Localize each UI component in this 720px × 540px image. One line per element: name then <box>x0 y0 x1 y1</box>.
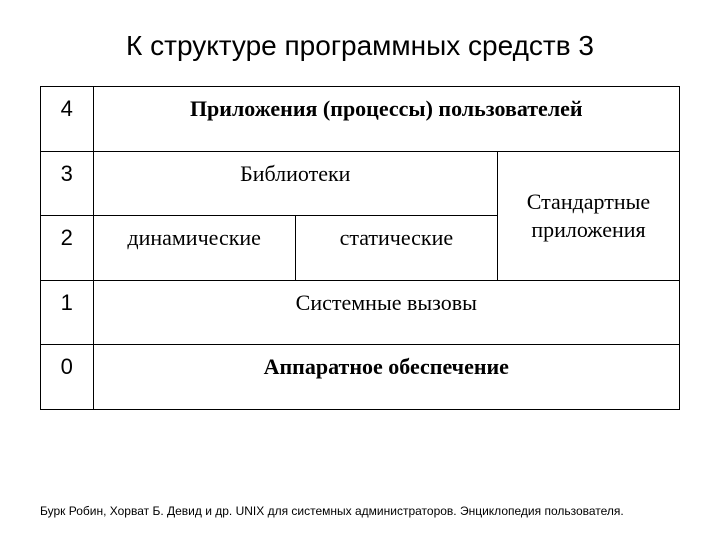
slide: К структуре программных средств 3 4 Прил… <box>0 0 720 540</box>
row-number: 3 <box>41 151 94 216</box>
table-row: 4 Приложения (процессы) пользователей <box>41 87 680 152</box>
table-row: 0 Аппаратное обеспечение <box>41 345 680 410</box>
cell-static: статические <box>295 216 497 281</box>
slide-title: К структуре программных средств 3 <box>40 30 680 62</box>
row-number: 1 <box>41 280 94 345</box>
row-number: 4 <box>41 87 94 152</box>
cell-dynamic: динамические <box>93 216 295 281</box>
cell-syscalls: Системные вызовы <box>93 280 679 345</box>
cell-libraries: Библиотеки <box>93 151 497 216</box>
table-row: 3 Библиотеки Стандартные приложения <box>41 151 680 216</box>
row-number: 2 <box>41 216 94 281</box>
cell-standard-apps: Стандартные приложения <box>497 151 679 280</box>
footnote: Бурк Робин, Хорват Б. Девид и др. UNIX д… <box>40 504 624 518</box>
row-number: 0 <box>41 345 94 410</box>
table-row: 1 Системные вызовы <box>41 280 680 345</box>
cell-hardware: Аппаратное обеспечение <box>93 345 679 410</box>
cell-applications: Приложения (процессы) пользователей <box>93 87 679 152</box>
structure-table: 4 Приложения (процессы) пользователей 3 … <box>40 86 680 410</box>
